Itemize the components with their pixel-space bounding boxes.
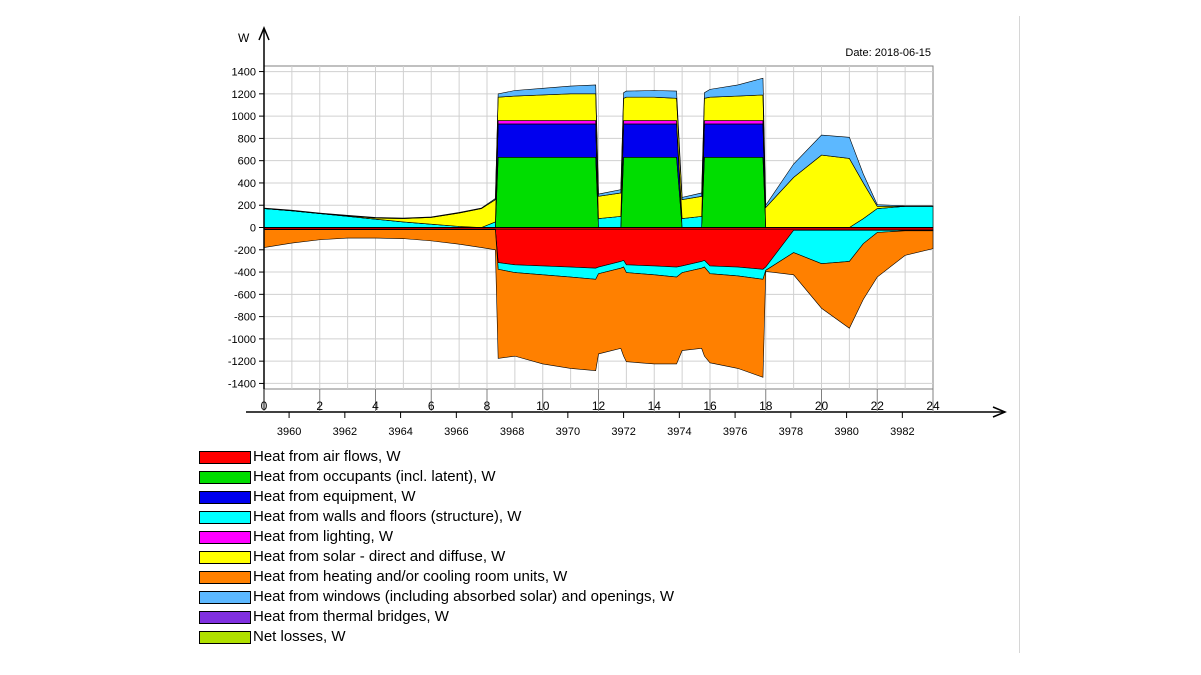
legend-swatch	[199, 470, 251, 484]
x-tick-label-index: 3972	[611, 426, 635, 438]
y-tick-label: -400	[234, 267, 256, 279]
legend-item: Net losses, W	[199, 627, 674, 647]
legend-label: Heat from lighting, W	[253, 528, 394, 545]
x-tick-label-hour: 24	[926, 399, 940, 413]
y-tick-label: 0	[250, 223, 256, 235]
x-tick-label-hour: 2	[316, 399, 323, 413]
legend-item: Heat from solar - direct and diffuse, W	[199, 547, 674, 567]
x-tick-label-index: 3976	[723, 426, 747, 438]
x-tick-label-hour: 12	[592, 399, 606, 413]
legend-item: Heat from equipment, W	[199, 487, 674, 507]
y-tick-label: -1000	[228, 334, 256, 346]
legend-item: Heat from windows (including absorbed so…	[199, 587, 674, 607]
x-tick-label-index: 3970	[556, 426, 580, 438]
x-tick-label-hour: 6	[428, 399, 435, 413]
legend-item: Heat from walls and floors (structure), …	[199, 507, 674, 527]
legend-swatch	[199, 550, 251, 564]
x-tick-label-hour: 16	[703, 399, 717, 413]
x-tick-label-hour: 0	[261, 399, 268, 413]
legend-label: Heat from air flows, W	[253, 448, 401, 465]
legend-swatch	[199, 610, 251, 624]
date-label: Date: 2018-06-15	[845, 47, 931, 59]
legend-item: Heat from occupants (incl. latent), W	[199, 467, 674, 487]
legend-swatch	[199, 490, 251, 504]
legend-label: Heat from equipment, W	[253, 488, 416, 505]
x-tick-label-index: 3964	[388, 426, 412, 438]
x-tick-label-index: 3978	[779, 426, 803, 438]
stacked-area-chart: 1400120010008006004002000-200-400-600-80…	[228, 26, 1007, 438]
legend-label: Heat from thermal bridges, W	[253, 608, 449, 625]
y-tick-label: -1200	[228, 356, 256, 368]
x-tick-label-index: 3960	[277, 426, 301, 438]
legend-item: Heat from air flows, W	[199, 447, 674, 467]
x-tick-label-hour: 18	[759, 399, 773, 413]
y-tick-label: -800	[234, 312, 256, 324]
legend-item: Heat from heating and/or cooling room un…	[199, 567, 674, 587]
x-tick-label-hour: 14	[648, 399, 662, 413]
area-heat-from-windows-including-absorbed-solar-and-openings-w-positive	[263, 77, 934, 219]
y-tick-label: 400	[238, 178, 256, 190]
legend-label: Heat from windows (including absorbed so…	[253, 588, 675, 605]
x-axis-arrow	[992, 406, 1007, 418]
y-tick-label: 200	[238, 200, 256, 212]
y-tick-label: 800	[238, 133, 256, 145]
x-tick-label-index: 3966	[444, 426, 468, 438]
y-tick-label: -1400	[228, 378, 256, 390]
legend-label: Net losses, W	[253, 628, 346, 645]
legend-swatch	[199, 590, 251, 604]
x-tick-label-hour: 8	[484, 399, 491, 413]
x-tick-label-index: 3974	[667, 426, 691, 438]
area-heat-from-heating-and-or-cooling-room-units-w-negative	[263, 229, 934, 378]
y-tick-label: 1200	[232, 89, 256, 101]
legend-swatch	[199, 570, 251, 584]
x-tick-label-hour: 10	[536, 399, 550, 413]
y-tick-label: 600	[238, 156, 256, 168]
y-tick-label: -600	[234, 289, 256, 301]
legend-label: Heat from occupants (incl. latent), W	[253, 468, 496, 485]
legend-item: Heat from thermal bridges, W	[199, 607, 674, 627]
legend-item: Heat from lighting, W	[199, 527, 674, 547]
y-tick-label: -200	[234, 245, 256, 257]
legend: Heat from air flows, W Heat from occupant…	[199, 447, 674, 647]
legend-swatch	[199, 530, 251, 544]
x-tick-label-index: 3962	[333, 426, 357, 438]
legend-label: Heat from solar - direct and diffuse, W	[253, 548, 506, 565]
y-tick-label: 1400	[232, 67, 256, 79]
legend-swatch	[199, 510, 251, 524]
chart-frame: 1400 1200 1000 800 600 400 200 0 -200 -400 -600 -80…	[183, 16, 1020, 653]
y-tick-label: 1000	[232, 111, 256, 123]
legend-swatch	[199, 630, 251, 644]
legend-swatch	[199, 450, 251, 464]
legend-label: Heat from walls and floors (structure), …	[253, 508, 522, 525]
y-axis-label: W	[238, 31, 250, 45]
legend-label: Heat from heating and/or cooling room un…	[253, 568, 568, 585]
x-tick-label-hour: 22	[871, 399, 885, 413]
x-tick-label-hour: 20	[815, 399, 829, 413]
x-tick-label-index: 3980	[834, 426, 858, 438]
x-tick-label-hour: 4	[372, 399, 379, 413]
x-tick-label-index: 3968	[500, 426, 524, 438]
x-tick-label-index: 3982	[890, 426, 914, 438]
y-axis-arrow	[258, 26, 270, 41]
